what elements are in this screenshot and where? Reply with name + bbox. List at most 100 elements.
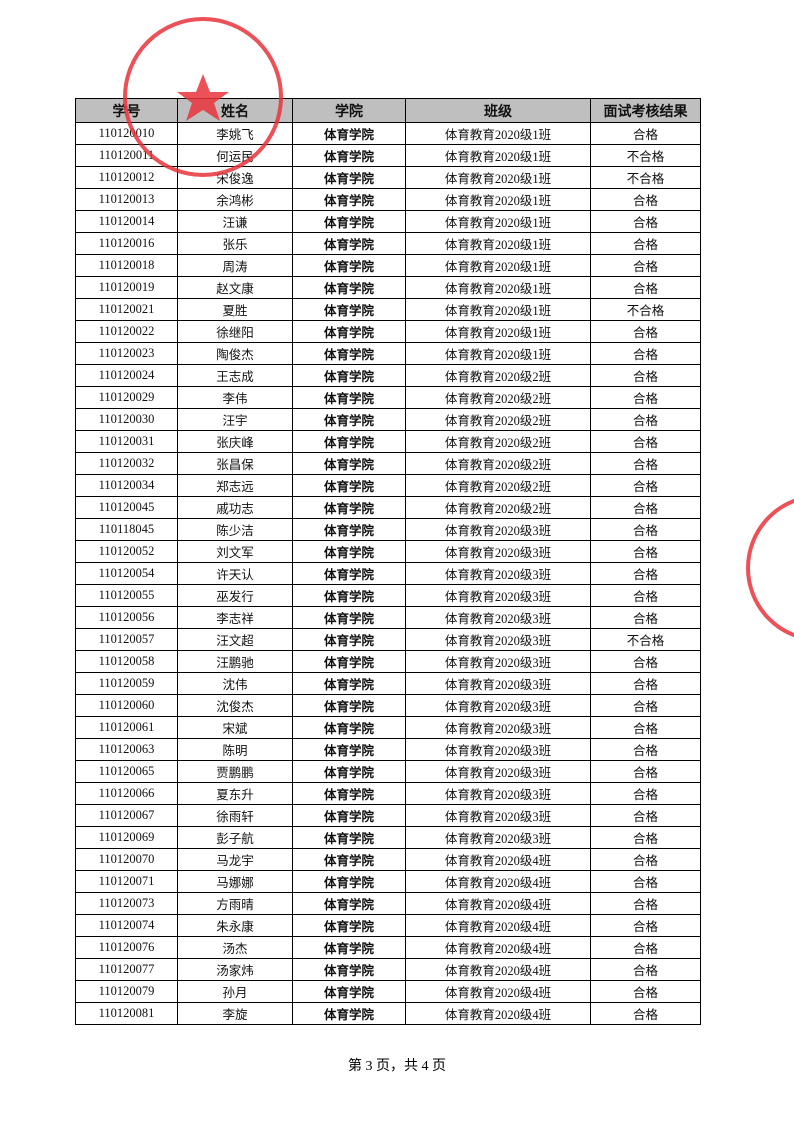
- table-cell: 体育教育2020级2班: [405, 496, 591, 519]
- table-cell: 体育教育2020级1班: [405, 342, 591, 365]
- table-row: 110120052 刘文军 体育学院 体育教育2020级3班 合格: [75, 540, 701, 563]
- table-cell: 合格: [590, 694, 701, 717]
- table-cell: 李旋: [177, 1002, 293, 1025]
- table-row: 110120081 李旋 体育学院 体育教育2020级4班 合格: [75, 1002, 701, 1025]
- table-cell: 体育教育2020级1班: [405, 166, 591, 189]
- table-cell: 合格: [590, 870, 701, 893]
- table-cell: 110120013: [75, 188, 178, 211]
- table-cell: 合格: [590, 122, 701, 145]
- table-cell: 张庆峰: [177, 430, 293, 453]
- table-cell: 马龙宇: [177, 848, 293, 871]
- table-cell: 体育学院: [292, 540, 406, 563]
- table-cell: 体育教育2020级3班: [405, 738, 591, 761]
- table-cell: 110120019: [75, 276, 178, 299]
- table-cell: 合格: [590, 540, 701, 563]
- header-cell: 面试考核结果: [590, 98, 701, 123]
- table-cell: 体育学院: [292, 760, 406, 783]
- table-cell: 不合格: [590, 298, 701, 321]
- table-cell: 体育学院: [292, 892, 406, 915]
- table-cell: 合格: [590, 320, 701, 343]
- table-row: 110120070 马龙宇 体育学院 体育教育2020级4班 合格: [75, 848, 701, 871]
- result-table: 学号 姓名 学院 班级 面试考核结果 110120010 李姚飞 体育学院 体育教育2020级…: [75, 98, 701, 1025]
- table-cell: 110120055: [75, 584, 178, 607]
- table-cell: 110120018: [75, 254, 178, 277]
- table-row: 110120023 陶俊杰 体育学院 体育教育2020级1班 合格: [75, 342, 701, 365]
- table-cell: 体育学院: [292, 474, 406, 497]
- table-cell: 沈俊杰: [177, 694, 293, 717]
- table-cell: 体育学院: [292, 496, 406, 519]
- table-cell: 合格: [590, 672, 701, 695]
- table-cell: 体育教育2020级4班: [405, 870, 591, 893]
- table-cell: 110118045: [75, 518, 178, 541]
- table-cell: 体育学院: [292, 672, 406, 695]
- table-cell: 体育学院: [292, 254, 406, 277]
- table-cell: 体育教育2020级3班: [405, 826, 591, 849]
- table-cell: 合格: [590, 892, 701, 915]
- table-cell: 110120059: [75, 672, 178, 695]
- table-row: 110120012 宋俊逸 体育学院 体育教育2020级1班 不合格: [75, 166, 701, 189]
- table-row: 110120022 徐继阳 体育学院 体育教育2020级1班 合格: [75, 320, 701, 343]
- table-cell: 合格: [590, 958, 701, 981]
- table-cell: 体育教育2020级3班: [405, 562, 591, 585]
- table-cell: 合格: [590, 782, 701, 805]
- table-cell: 110120081: [75, 1002, 178, 1025]
- table-cell: 110120069: [75, 826, 178, 849]
- table-cell: 陶俊杰: [177, 342, 293, 365]
- table-cell: 体育学院: [292, 144, 406, 167]
- table-cell: 合格: [590, 738, 701, 761]
- table-cell: 体育学院: [292, 320, 406, 343]
- table-cell: 110120070: [75, 848, 178, 871]
- table-cell: 体育教育2020级3班: [405, 804, 591, 827]
- table-cell: 体育教育2020级3班: [405, 606, 591, 629]
- table-cell: 体育学院: [292, 452, 406, 475]
- table-cell: 李志祥: [177, 606, 293, 629]
- table-cell: 宋斌: [177, 716, 293, 739]
- table-cell: 体育教育2020级1班: [405, 144, 591, 167]
- table-cell: 体育教育2020级3班: [405, 518, 591, 541]
- table-cell: 110120076: [75, 936, 178, 959]
- table-row: 110120071 马娜娜 体育学院 体育教育2020级4班 合格: [75, 870, 701, 893]
- table-row: 110120021 夏胜 体育学院 体育教育2020级1班 不合格: [75, 298, 701, 321]
- table-cell: 合格: [590, 386, 701, 409]
- table-cell: 110120029: [75, 386, 178, 409]
- table-cell: 体育教育2020级1班: [405, 298, 591, 321]
- table-cell: 合格: [590, 452, 701, 475]
- table-cell: 合格: [590, 188, 701, 211]
- table-row: 110120019 赵文康 体育学院 体育教育2020级1班 合格: [75, 276, 701, 299]
- table-cell: 体育学院: [292, 914, 406, 937]
- table-cell: 110120063: [75, 738, 178, 761]
- table-cell: 方雨晴: [177, 892, 293, 915]
- table-cell: 110120057: [75, 628, 178, 651]
- table-cell: 汪文超: [177, 628, 293, 651]
- table-cell: 体育学院: [292, 584, 406, 607]
- table-cell: 合格: [590, 276, 701, 299]
- table-cell: 体育学院: [292, 980, 406, 1003]
- table-row: 110120060 沈俊杰 体育学院 体育教育2020级3班 合格: [75, 694, 701, 717]
- table-cell: 110120054: [75, 562, 178, 585]
- table-row: 110120011 何运民 体育学院 体育教育2020级1班 不合格: [75, 144, 701, 167]
- table-cell: 郑志远: [177, 474, 293, 497]
- table-row: 110120077 汤家炜 体育学院 体育教育2020级4班 合格: [75, 958, 701, 981]
- table-cell: 合格: [590, 254, 701, 277]
- table-cell: 不合格: [590, 166, 701, 189]
- table-cell: 李伟: [177, 386, 293, 409]
- table-cell: 110120045: [75, 496, 178, 519]
- table-cell: 合格: [590, 584, 701, 607]
- table-cell: 体育教育2020级3班: [405, 650, 591, 673]
- table-row: 110120058 汪鹏驰 体育学院 体育教育2020级3班 合格: [75, 650, 701, 673]
- table-cell: 余鸿彬: [177, 188, 293, 211]
- table-cell: 体育学院: [292, 298, 406, 321]
- table-cell: 张昌保: [177, 452, 293, 475]
- table-cell: 合格: [590, 716, 701, 739]
- table-row: 110120059 沈伟 体育学院 体育教育2020级3班 合格: [75, 672, 701, 695]
- table-cell: 体育教育2020级1班: [405, 254, 591, 277]
- table-cell: 体育学院: [292, 694, 406, 717]
- table-row: 110120014 汪谦 体育学院 体育教育2020级1班 合格: [75, 210, 701, 233]
- table-cell: 彭子航: [177, 826, 293, 849]
- table-cell: 110120060: [75, 694, 178, 717]
- table-cell: 体育教育2020级1班: [405, 320, 591, 343]
- table-cell: 体育教育2020级1班: [405, 210, 591, 233]
- table-cell: 体育学院: [292, 364, 406, 387]
- table-cell: 110120021: [75, 298, 178, 321]
- table-cell: 戚功志: [177, 496, 293, 519]
